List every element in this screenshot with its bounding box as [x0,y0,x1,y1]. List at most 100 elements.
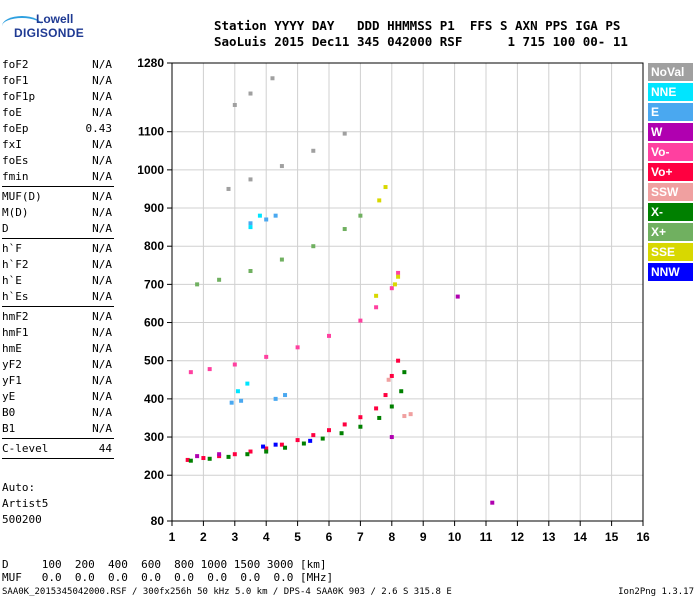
data-point-ssw [386,377,391,382]
data-point-x [377,415,382,420]
data-point-x [358,424,363,429]
footer-info: SAA0K_2015345042000.RSF / 300fx256h 50 k… [2,587,452,597]
y-tick-label: 1280 [137,56,164,70]
data-point-vo [279,442,284,447]
y-tick-label: 300 [144,430,164,444]
param-name: M(D) [2,206,29,219]
data-point-vo [327,428,331,433]
data-point-vo [264,354,269,359]
param-name: yE [2,390,16,403]
x-tick-label: 10 [448,530,462,544]
header-row-1: Station YYYY DAY DDD HHMMSS P1 FFS S AXN… [214,18,621,33]
param-separator [2,458,114,459]
y-tick-label: 800 [144,239,164,253]
param-value: N/A [92,390,112,403]
param-separator [2,238,114,239]
param-name: hmF1 [2,326,29,339]
param-row: foEp 0.43 [2,121,120,137]
data-point-x [342,227,347,232]
data-point-vo [342,422,347,427]
data-point-x [279,257,284,262]
param-value: N/A [92,374,112,387]
param-row: M(D) N/A [2,205,120,221]
data-point-vo [264,446,269,451]
station-header: Station YYYY DAY DDD HHMMSS P1 FFS S AXN… [214,18,628,50]
param-row: C-level 44 [2,441,120,457]
param-name: foF2 [2,58,29,71]
param-row: MUF(D) N/A [2,189,120,205]
lowell-digisonde-logo: Lowell DIGISONDE [2,8,84,44]
param-value: N/A [92,170,112,183]
data-point-vo [311,433,316,438]
auto-artist: Artist5 [2,497,49,510]
x-tick-label: 7 [357,530,364,544]
param-row: foF2 N/A [2,57,120,73]
data-point-sse [377,198,382,203]
param-name: foE [2,106,22,119]
param-name: h`Es [2,290,29,303]
param-row: yE N/A [2,389,120,405]
param-value: N/A [92,90,112,103]
param-name: foEs [2,154,29,167]
data-point-noval [270,76,275,81]
data-point-nne [257,213,262,218]
param-name: D [2,222,9,235]
param-value: N/A [92,422,112,435]
y-tick-label: 200 [144,468,164,482]
param-name: yF2 [2,358,22,371]
data-point-x [245,452,250,457]
param-name: h`E [2,274,22,287]
param-value: N/A [92,258,112,271]
x-tick-label: 13 [542,530,556,544]
data-point-vo [185,457,190,462]
param-name: fmin [2,170,29,183]
x-tick-label: 1 [169,530,176,544]
data-point-vo [248,449,253,454]
data-point-x [188,458,193,463]
x-tick-label: 4 [263,530,270,544]
param-row: hmF2 N/A [2,309,120,325]
data-point-vo [374,406,379,411]
x-tick-label: 8 [388,530,395,544]
param-value: N/A [92,326,112,339]
parameter-table: foF2 N/A foF1 N/A foF1p N/A foE N/A foEp 0.43 fxI N… [2,57,120,461]
param-separator [2,438,114,439]
y-tick-label: 1100 [138,125,164,139]
data-point-noval [248,177,253,182]
data-point-vo [207,367,212,372]
param-name: B0 [2,406,16,419]
data-point-w [455,294,460,299]
data-point-x [339,431,344,436]
x-tick-label: 15 [605,530,619,544]
data-point-w [490,500,495,505]
param-value: N/A [92,406,112,419]
param-separator [2,186,114,187]
data-point-x [217,277,222,282]
plot-frame [171,62,644,522]
y-tick-label: 500 [144,354,164,368]
y-tick-label: 600 [144,316,164,330]
data-point-x [402,370,407,375]
auto-scaling-info: Auto: Artist5 500200 [2,480,48,528]
data-point-vo [389,373,394,378]
data-point-w [217,452,222,457]
param-name: foEp [2,122,29,135]
data-point-vo [295,345,300,350]
data-point-nne [248,225,253,230]
data-point-ssw [402,414,407,419]
param-value: N/A [92,154,112,167]
data-point-x [358,213,363,218]
param-row: foF1 N/A [2,73,120,89]
logo-swoosh-icon [2,16,42,36]
param-row: yF2 N/A [2,357,120,373]
param-name: h`F [2,242,22,255]
legend-item-nnw: NNW [648,263,693,281]
data-point-vo [374,305,379,310]
data-point-vo [396,270,401,275]
data-point-x [248,269,253,274]
param-name: h`F2 [2,258,29,271]
data-point-nnw [261,444,266,449]
data-point-e [273,213,278,218]
data-point-x [301,441,306,446]
param-separator [2,306,114,307]
